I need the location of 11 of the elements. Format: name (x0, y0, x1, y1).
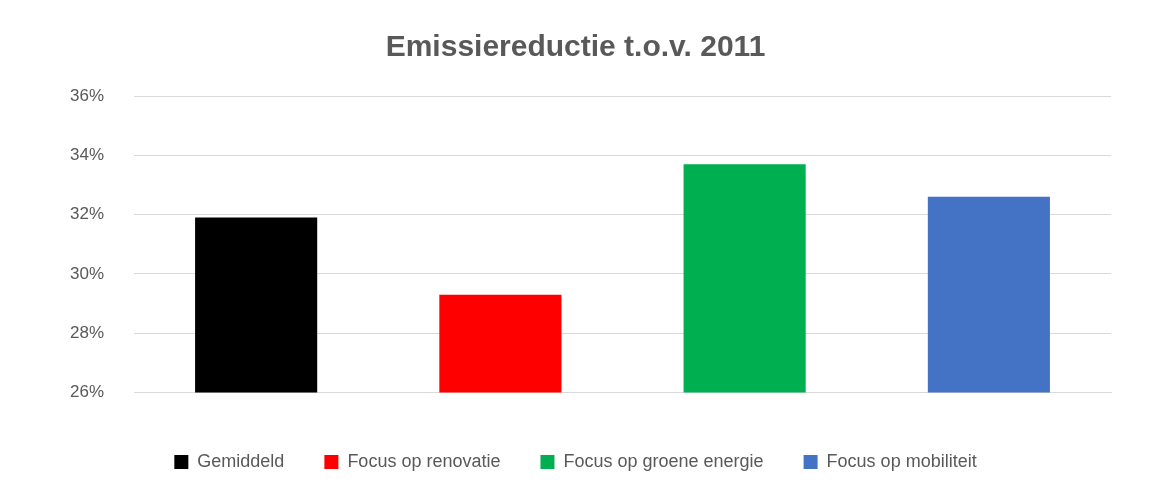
y-tick-label: 26% (69, 382, 105, 402)
legend-label: Focus op renovatie (347, 450, 501, 471)
y-tick-label: 28% (69, 322, 105, 342)
legend-label: Focus op groene energie (563, 450, 764, 471)
legend-label: Gemiddeld (197, 450, 285, 471)
y-tick-label: 34% (69, 145, 105, 165)
y-tick-label: 36% (69, 85, 105, 105)
chart-title: Emissiereductie t.o.v. 2011 (385, 29, 766, 63)
y-tick-label: 32% (69, 204, 105, 224)
y-tick-label: 30% (69, 263, 105, 283)
legend-label: Focus op mobiliteit (826, 450, 977, 471)
